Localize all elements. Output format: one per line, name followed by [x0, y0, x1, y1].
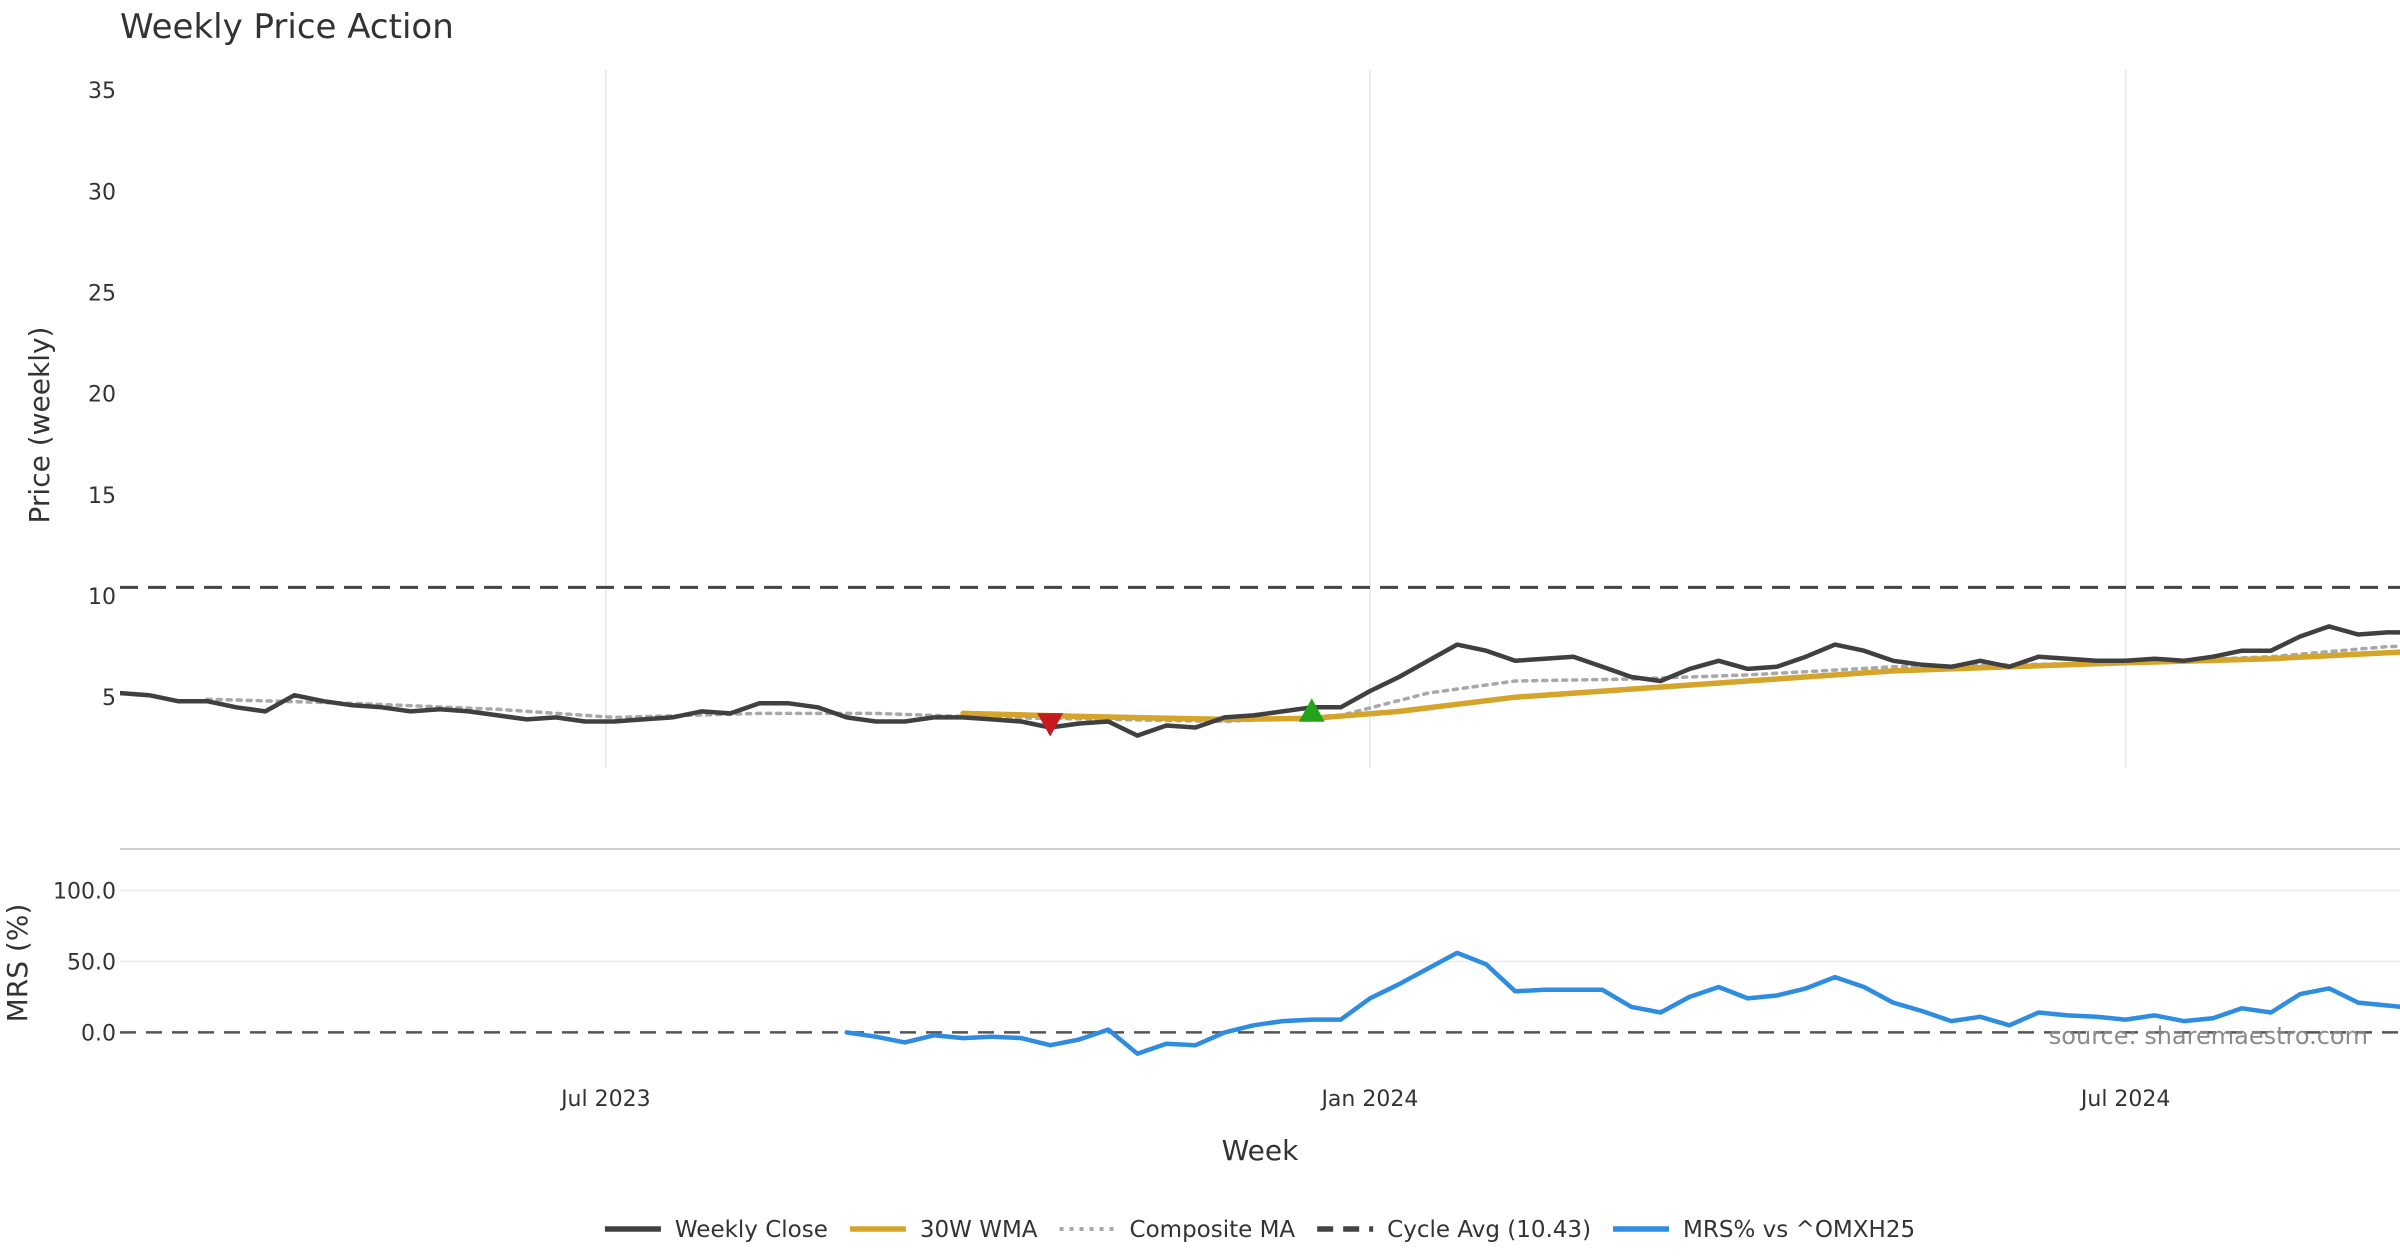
wma-30w-line [960, 649, 2400, 723]
price-y-tick-label: 5 [102, 686, 116, 711]
price-panel [120, 585, 2400, 738]
mrs-y-tick-label: 0.0 [81, 1021, 116, 1046]
price-y-tick-label: 10 [88, 585, 116, 610]
mrs-line [844, 950, 2400, 1056]
chart-title: Weekly Price Action [120, 7, 454, 47]
legend: Weekly Close 30W WMA Composite MA Cycle Avg… [604, 1217, 1915, 1243]
price-gridlines [605, 70, 2127, 768]
price-y-tick-label: 20 [88, 383, 116, 408]
mrs-gridlines [120, 889, 2400, 963]
mrs-y-tick-label: 100.0 [53, 879, 116, 904]
x-axis-label: Week [1222, 1134, 1299, 1167]
legend-label: Weekly Close [675, 1217, 828, 1243]
mrs-y-axis: 0.0 50.0 100.0 [53, 879, 116, 1046]
price-y-axis: 5 10 15 20 25 30 35 [88, 79, 116, 711]
plot-area [120, 585, 2400, 1056]
price-y-tick-label: 15 [88, 484, 116, 509]
legend-label: MRS% vs ^OMXH25 [1683, 1217, 1915, 1243]
price-y-tick-label: 25 [88, 282, 116, 307]
weekly-close-line [120, 624, 2400, 738]
mrs-panel [120, 950, 2400, 1056]
x-tick-label: Jan 2024 [1319, 1087, 1418, 1112]
legend-label: Cycle Avg (10.43) [1387, 1217, 1591, 1243]
price-y-tick-label: 30 [88, 180, 116, 205]
price-y-tick-label: 35 [88, 79, 116, 104]
buy-signal-marker [1298, 698, 1325, 722]
composite-ma-line [205, 644, 2400, 724]
source-note: source: sharemaestro.com [2049, 1022, 2368, 1050]
mrs-y-tick-label: 50.0 [67, 950, 116, 975]
x-tick-label: Jul 2023 [559, 1087, 651, 1112]
price-y-axis-label: Price (weekly) [23, 327, 56, 524]
legend-label: 30W WMA [920, 1217, 1038, 1243]
legend-label: Composite MA [1130, 1217, 1296, 1243]
x-tick-label: Jul 2024 [2079, 1087, 2171, 1112]
mrs-y-axis-label: MRS (%) [1, 904, 34, 1023]
sell-signal-marker [1037, 713, 1064, 737]
